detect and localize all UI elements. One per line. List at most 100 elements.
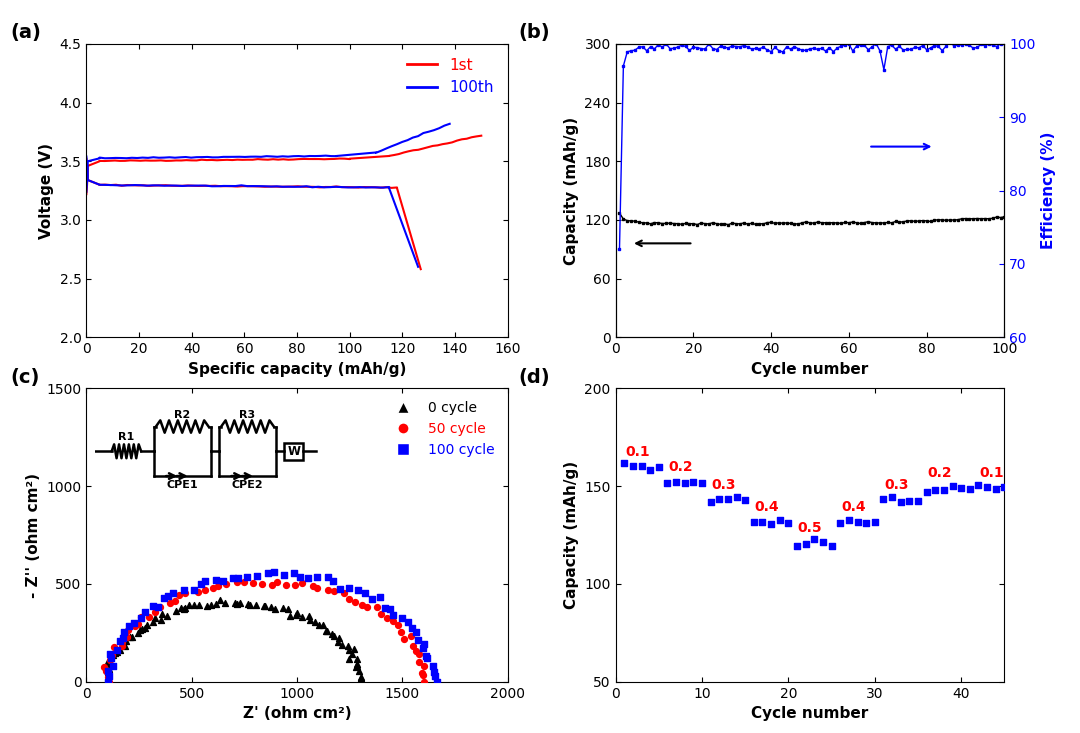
Point [262,579,280,591]
Point [274,603,292,614]
Point [210,581,227,592]
Point [307,616,324,628]
Point [961,483,978,495]
Point [996,482,1013,493]
Point [314,619,332,630]
Point [935,484,953,496]
Point [823,540,840,552]
Point [118,631,135,643]
Point [330,633,348,644]
Point [866,516,883,528]
Text: (a): (a) [11,23,41,42]
Point [840,515,858,526]
Point [340,644,357,656]
Point [393,612,410,624]
Point [301,614,319,625]
Point [616,457,633,469]
Point [693,477,711,489]
Point [261,601,279,613]
X-axis label: Z' (ohm cm²): Z' (ohm cm²) [243,706,351,721]
Point [685,476,702,488]
Point [215,575,232,587]
Point [247,599,265,611]
Point [117,636,134,647]
Point [364,593,381,605]
Point [103,652,120,663]
Point [123,631,140,643]
Point [103,649,120,661]
Point [125,617,143,629]
Point [216,597,233,608]
Point [176,587,193,599]
Text: (c): (c) [11,368,40,386]
Point [278,579,295,591]
Point [286,578,303,590]
Point [407,645,424,657]
Point [308,571,325,583]
Point [330,583,348,595]
Point [136,607,153,619]
Point [171,589,188,601]
Point [116,640,133,652]
Point [218,578,235,589]
Point [180,600,198,611]
Point [294,577,311,589]
Point [159,610,176,622]
Point [197,583,214,595]
Point [883,491,901,503]
Point [108,644,125,655]
Y-axis label: - Z'' (ohm cm²): - Z'' (ohm cm²) [26,473,41,597]
Point [275,569,293,581]
Point [99,666,117,678]
Point [122,631,139,643]
Point [418,652,435,664]
Point [266,566,283,578]
Point [806,533,823,545]
Text: 0.1: 0.1 [625,445,649,459]
Point [192,578,210,590]
Point [300,610,318,622]
Point [204,582,221,594]
Point [156,592,173,604]
Point [113,636,131,647]
Point [268,576,285,588]
Point [410,656,428,668]
Point [348,658,365,669]
Text: 0.3: 0.3 [712,478,735,492]
Point [414,669,431,681]
Point [98,658,116,669]
Point [153,608,171,619]
Point [650,461,667,473]
Point [147,605,164,617]
Point [395,633,413,645]
Point [352,672,369,684]
Point [100,663,118,674]
X-axis label: Specific capacity (mAh/g): Specific capacity (mAh/g) [188,361,406,377]
Point [152,614,170,625]
Point [414,668,431,679]
Point [728,491,745,503]
Y-axis label: Efficiency (%): Efficiency (%) [1041,132,1056,249]
Point [146,612,163,624]
Point [352,676,369,688]
Point [106,647,123,659]
Point [116,627,133,638]
Point [414,641,431,653]
Point [309,582,326,594]
Point [349,660,366,671]
Point [255,600,272,612]
Point [350,665,367,677]
Point [352,671,369,682]
Point [426,666,443,678]
Point [325,630,342,641]
Point [165,587,183,599]
Legend: 0 cycle, 50 cycle, 100 cycle: 0 cycle, 50 cycle, 100 cycle [384,395,501,463]
Point [427,670,444,682]
Point [100,676,118,688]
Point [667,476,685,488]
Point [944,481,961,493]
Point [323,628,340,640]
Point [745,516,762,528]
Point [340,653,357,665]
Point [711,493,728,504]
